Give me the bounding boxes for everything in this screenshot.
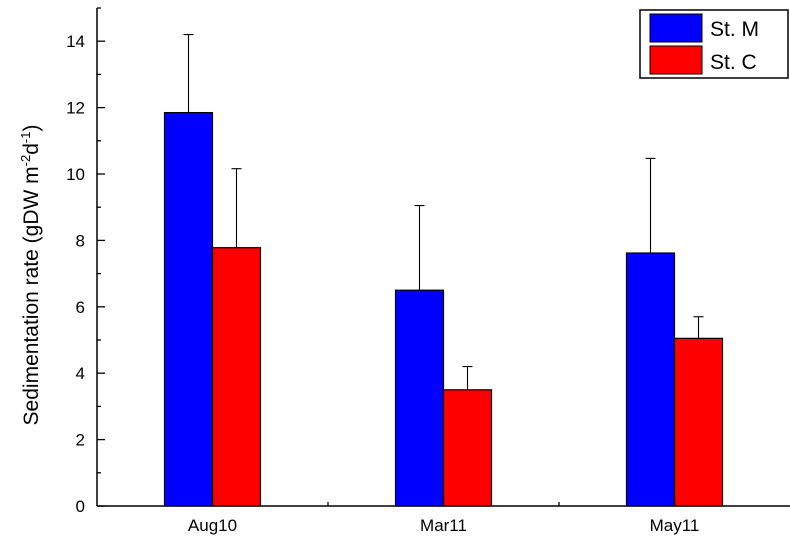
y-tick-label: 4 [76,364,85,383]
legend-label-st-m: St. M [710,18,759,41]
y-tick-label: 6 [76,298,85,317]
y-ticks-group: 0 2 4 6 8 10 12 14 [66,7,105,516]
bar-st-m-may11 [625,252,676,507]
legend-swatch-st-c [649,45,703,75]
bar-st-m-mar11 [394,289,445,507]
bar-st-c-may11 [673,337,724,507]
bar-st-c-mar11 [442,389,493,507]
x-tick-label: Mar11 [420,516,467,535]
x-tick-label: Aug10 [188,516,237,535]
legend-label-st-c: St. C [710,51,757,74]
bar-st-c-aug10 [211,247,262,507]
x-tick-label: May11 [650,516,700,535]
y-tick-label: 10 [66,165,85,184]
x-ticks-group: Aug10 Mar11 May11 [188,498,699,535]
y-tick-label: 12 [66,99,85,118]
y-axis-title: Sedimentation rate (gDW m-2d-1) [18,125,43,426]
legend-swatch-st-m [649,13,703,43]
bars-group [163,34,724,507]
y-tick-label: 14 [66,32,85,51]
bar-st-m-aug10 [163,111,214,507]
y-tick-label: 2 [76,431,85,450]
y-tick-label: 8 [76,231,85,250]
legend: St. M St. C [639,9,789,79]
y-tick-label: 0 [76,497,85,516]
